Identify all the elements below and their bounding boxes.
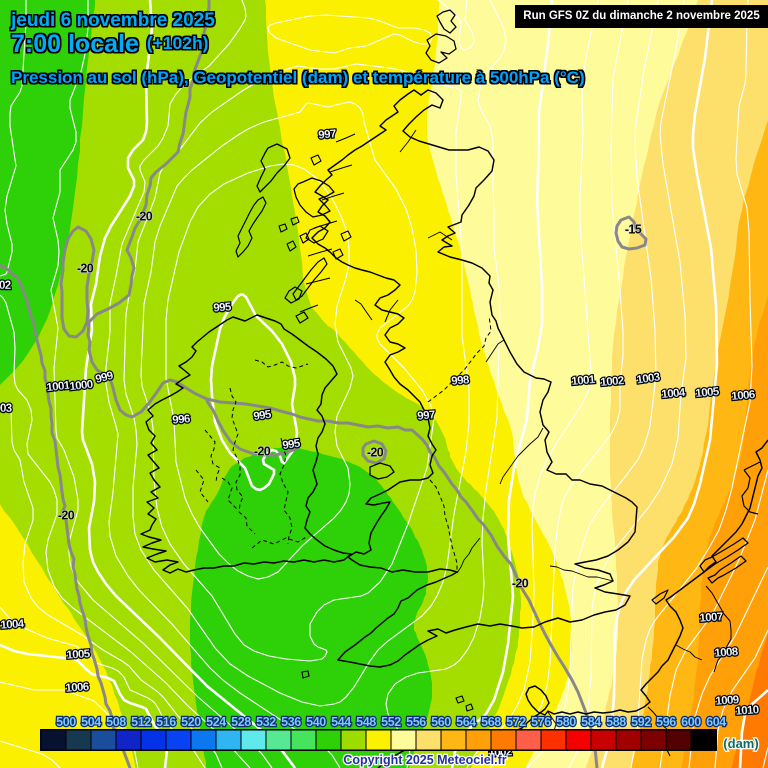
svg-text:1002: 1002	[0, 280, 11, 292]
svg-text:528: 528	[231, 715, 251, 729]
svg-text:596: 596	[656, 715, 676, 729]
svg-text:588: 588	[606, 715, 626, 729]
svg-text:504: 504	[81, 715, 101, 729]
svg-text:592: 592	[631, 715, 651, 729]
svg-text:524: 524	[206, 715, 226, 729]
svg-text:604: 604	[706, 715, 726, 729]
svg-text:999: 999	[94, 370, 114, 386]
svg-text:-15: -15	[625, 223, 642, 237]
svg-text:-20: -20	[367, 446, 384, 460]
svg-text:-20: -20	[254, 445, 271, 459]
svg-text:512: 512	[131, 715, 151, 729]
svg-text:(dam): (dam)	[723, 736, 758, 751]
svg-text:-20: -20	[136, 210, 153, 224]
svg-text:516: 516	[156, 715, 176, 729]
svg-text:1010: 1010	[735, 704, 759, 718]
svg-text:548: 548	[356, 715, 376, 729]
svg-text:997: 997	[417, 409, 436, 422]
svg-text:Copyright 2025 Meteociel.fr: Copyright 2025 Meteociel.fr	[343, 753, 506, 767]
svg-text:-20: -20	[512, 577, 529, 591]
svg-text:998: 998	[451, 374, 471, 388]
svg-text:-20: -20	[58, 509, 75, 523]
svg-text:520: 520	[181, 715, 201, 729]
svg-text:1006: 1006	[731, 389, 755, 403]
svg-text:544: 544	[331, 715, 351, 729]
svg-text:1009: 1009	[715, 694, 739, 708]
svg-text:600: 600	[681, 715, 701, 729]
svg-text:1004: 1004	[661, 387, 686, 401]
svg-text:1005: 1005	[695, 386, 720, 400]
svg-text:580: 580	[556, 715, 576, 729]
svg-text:500: 500	[56, 715, 76, 729]
svg-text:568: 568	[481, 715, 501, 729]
svg-text:536: 536	[281, 715, 301, 729]
svg-text:1006: 1006	[65, 681, 89, 695]
svg-text:552: 552	[381, 715, 401, 729]
svg-text:-20: -20	[77, 262, 94, 276]
svg-text:576: 576	[531, 715, 551, 729]
svg-text:1005: 1005	[66, 648, 91, 662]
svg-text:508: 508	[106, 715, 126, 729]
svg-text:532: 532	[256, 715, 276, 729]
svg-text:572: 572	[506, 715, 526, 729]
svg-text:560: 560	[431, 715, 451, 729]
svg-text:1003: 1003	[636, 371, 661, 386]
svg-text:556: 556	[406, 715, 426, 729]
svg-text:564: 564	[456, 715, 476, 729]
svg-text:995: 995	[282, 438, 302, 452]
svg-text:540: 540	[306, 715, 326, 729]
svg-text:995: 995	[213, 301, 232, 314]
svg-text:1004: 1004	[0, 618, 25, 632]
svg-text:1002: 1002	[600, 375, 624, 389]
svg-text:995: 995	[253, 409, 273, 423]
svg-text:996: 996	[172, 413, 191, 426]
svg-text:997: 997	[318, 128, 337, 141]
svg-text:1003: 1003	[0, 403, 12, 415]
svg-text:584: 584	[581, 715, 601, 729]
svg-text:1001: 1001	[571, 374, 596, 388]
svg-text:1000: 1000	[69, 379, 94, 393]
svg-text:1001: 1001	[46, 380, 72, 394]
svg-text:1008: 1008	[714, 646, 739, 660]
svg-text:1007: 1007	[699, 611, 723, 625]
